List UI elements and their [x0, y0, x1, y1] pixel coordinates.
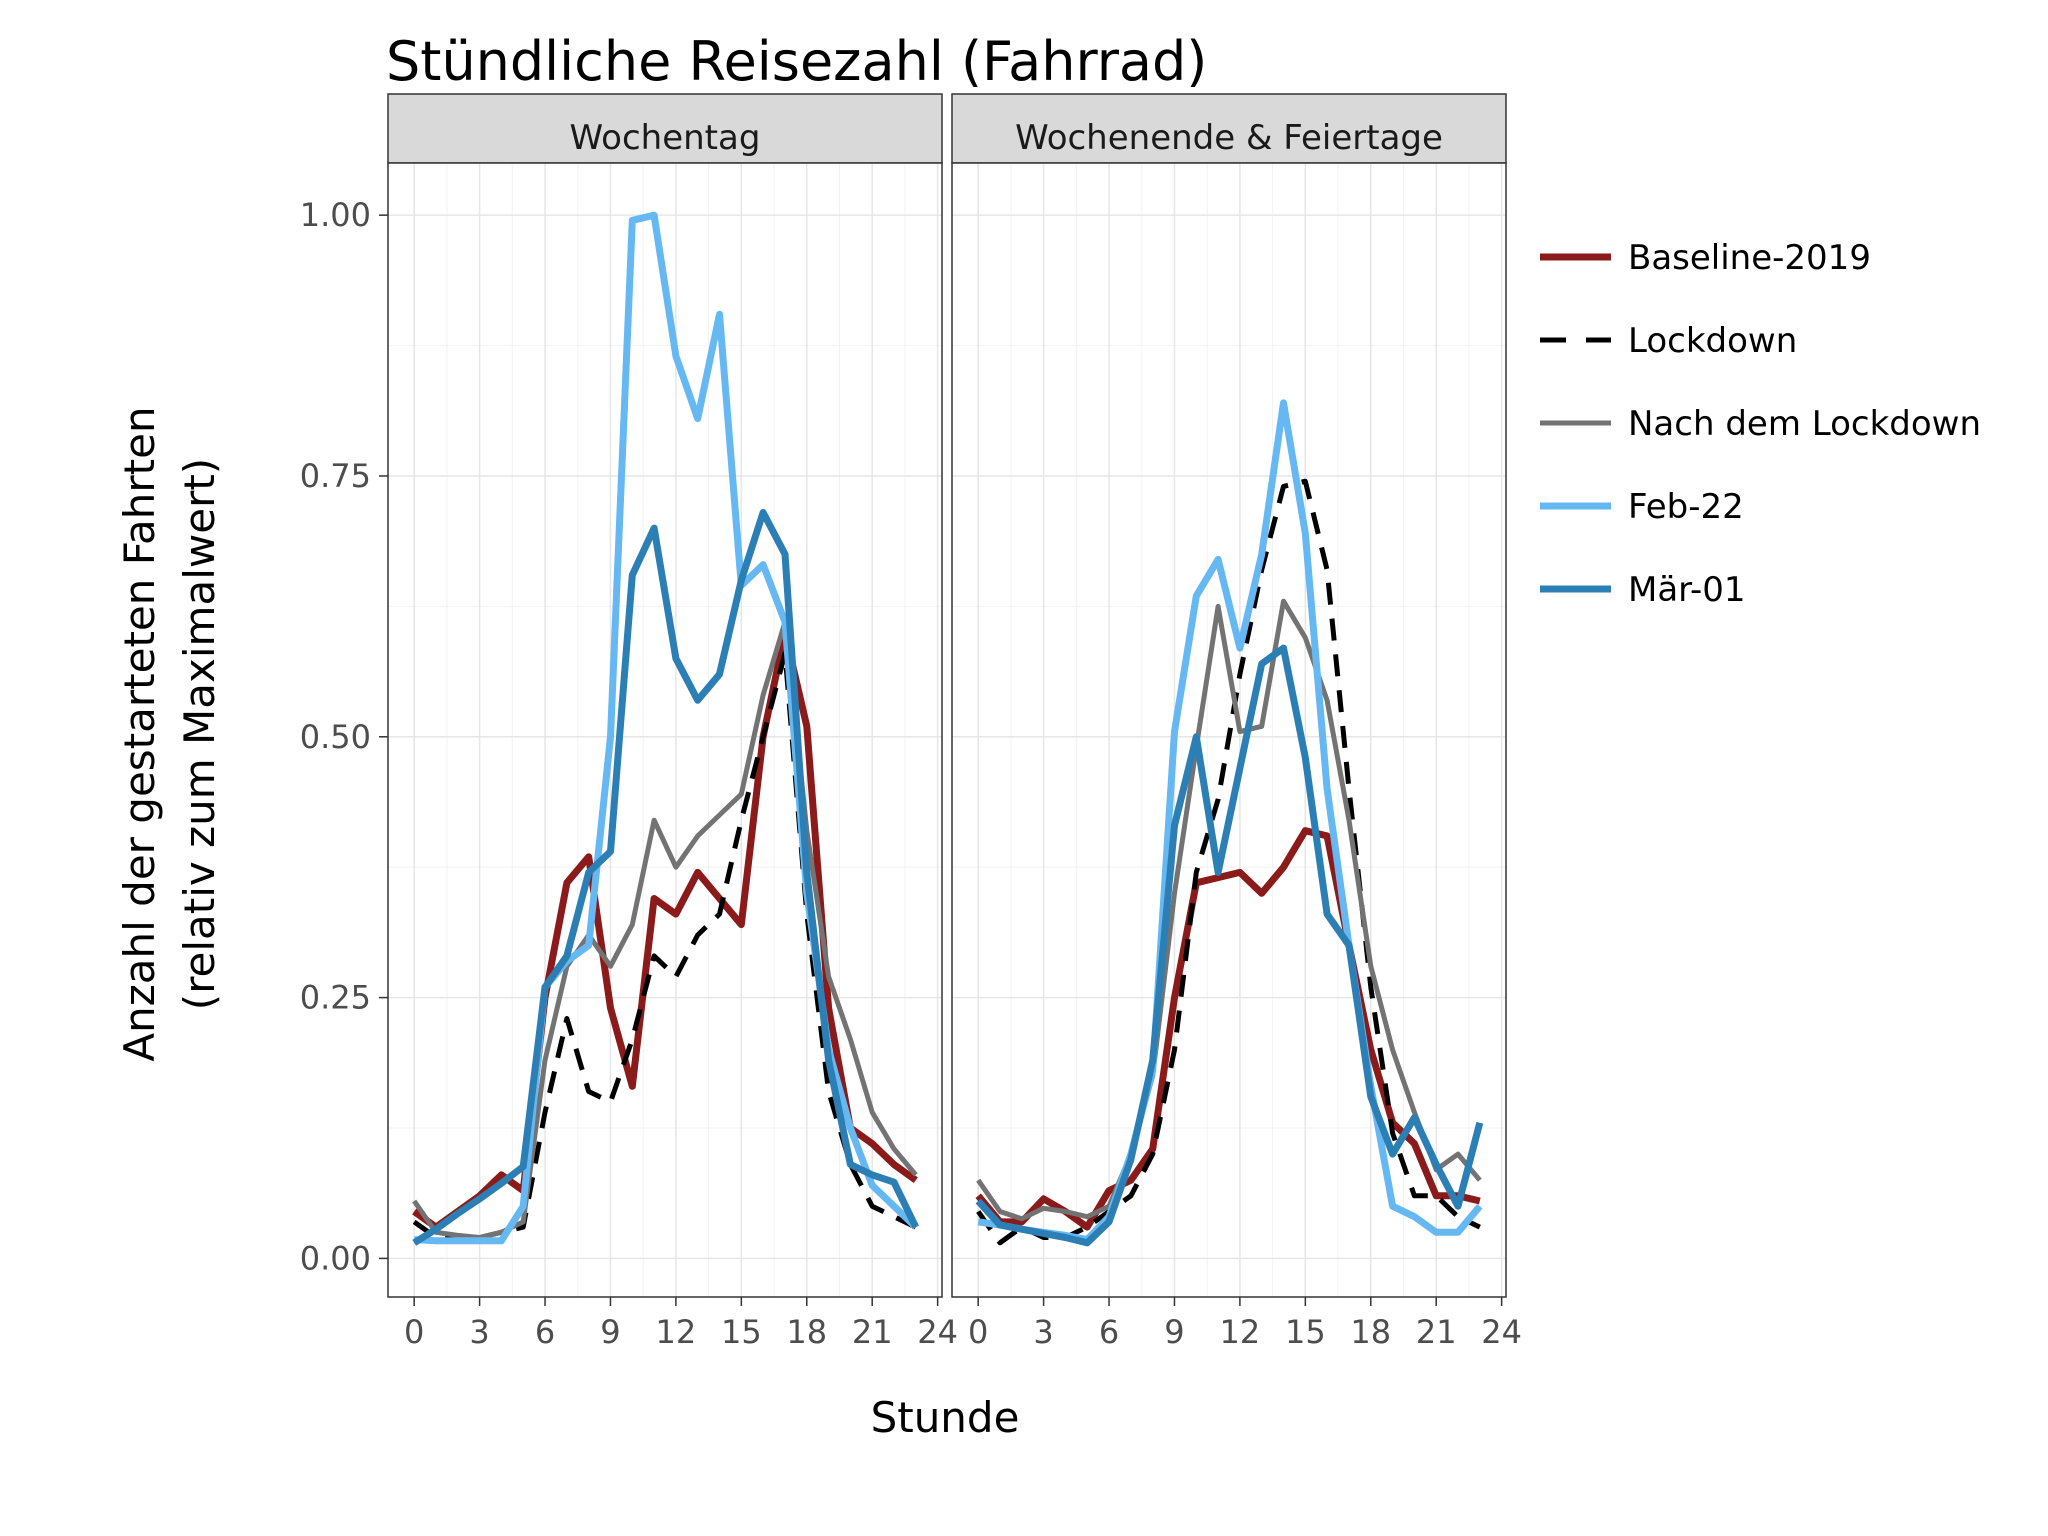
series-line-nach-dem-lockdown — [976, 598, 1482, 1222]
panel-strip-label: Wochentag — [570, 118, 761, 158]
y-axis-title: Anzahl der gestarteten Fahrten (relativ … — [115, 406, 224, 1061]
x-tick-label: 9 — [600, 1313, 620, 1351]
x-tick-label: 24 — [917, 1313, 958, 1351]
y-tick-label: 0.50 — [300, 718, 371, 756]
x-tick-label: 21 — [1416, 1313, 1457, 1351]
x-tick-label: 18 — [1350, 1313, 1391, 1351]
panel-border — [951, 162, 1507, 1298]
x-axis-ticks: 0 3 6 9 12 15 18 21 24 — [404, 1297, 958, 1351]
x-tick-label: 18 — [786, 1313, 827, 1351]
series-lines — [412, 211, 919, 1246]
series-line-m-r-01 — [975, 644, 1484, 1247]
x-axis-ticks: 0 3 6 9 12 15 18 21 24 — [968, 1297, 1522, 1351]
series-lines — [975, 399, 1484, 1247]
series-line-baseline-2019 — [412, 629, 918, 1231]
panel-border — [387, 162, 943, 1298]
x-tick-label: 3 — [1033, 1313, 1053, 1351]
legend-item: Mär-01 — [1540, 570, 1746, 610]
panel-background — [388, 163, 942, 1297]
legend-item: Feb-22 — [1540, 487, 1744, 527]
legend-label: Lockdown — [1628, 321, 1797, 361]
x-tick-label: 12 — [1220, 1313, 1261, 1351]
x-tick-label: 6 — [1099, 1313, 1119, 1351]
x-tick-label: 15 — [1285, 1313, 1326, 1351]
series-line-lockdown — [976, 478, 1481, 1246]
x-tick-label: 6 — [535, 1313, 555, 1351]
legend-label: Mär-01 — [1628, 570, 1746, 610]
x-tick-label: 24 — [1481, 1313, 1522, 1351]
x-tick-label: 21 — [852, 1313, 893, 1351]
legend-item: Nach dem Lockdown — [1540, 404, 1981, 444]
x-axis-title: Stunde — [871, 1393, 1020, 1442]
x-tick-label: 12 — [656, 1313, 697, 1351]
x-tick-label: 0 — [968, 1313, 988, 1351]
y-tick-label: 1.00 — [300, 196, 371, 234]
panel-strip-label: Wochenende & Feiertage — [1015, 118, 1443, 158]
legend-label: Feb-22 — [1628, 487, 1744, 527]
y-tick-label: 0.25 — [300, 979, 371, 1017]
panel-strip — [951, 93, 1507, 164]
x-tick-label: 3 — [469, 1313, 489, 1351]
legend-label: Baseline-2019 — [1628, 238, 1871, 278]
panel-1: Wochentag 0 3 6 9 12 15 18 21 24 — [387, 93, 958, 1351]
legend: Baseline-2019 Lockdown Nach dem Lockdown Fe… — [1540, 238, 1981, 610]
x-tick-label: 9 — [1164, 1313, 1184, 1351]
x-tick-label: 0 — [404, 1313, 424, 1351]
y-tick-label: 0.00 — [300, 1239, 371, 1277]
y-tick-label: 0.75 — [300, 457, 371, 495]
x-tick-label: 15 — [721, 1313, 762, 1351]
y-axis-title-line2: (relativ zum Maximalwert) — [175, 458, 224, 1010]
panel-strip — [387, 93, 943, 164]
legend-item: Baseline-2019 — [1540, 238, 1871, 278]
series-line-nach-dem-lockdown — [412, 619, 918, 1240]
series-line-m-r-01 — [412, 509, 919, 1246]
legend-label: Nach dem Lockdown — [1628, 404, 1981, 444]
y-axis: 0.00 0.25 0.50 0.75 1.00 — [300, 196, 388, 1277]
legend-item: Lockdown — [1540, 321, 1797, 361]
chart-title: Stündliche Reisezahl (Fahrrad) — [386, 30, 1207, 93]
panel-2: Wochenende & Feiertage 0 3 6 9 12 15 18 21 24 — [951, 93, 1522, 1351]
y-axis-title-line1: Anzahl der gestarteten Fahrten — [115, 406, 164, 1061]
